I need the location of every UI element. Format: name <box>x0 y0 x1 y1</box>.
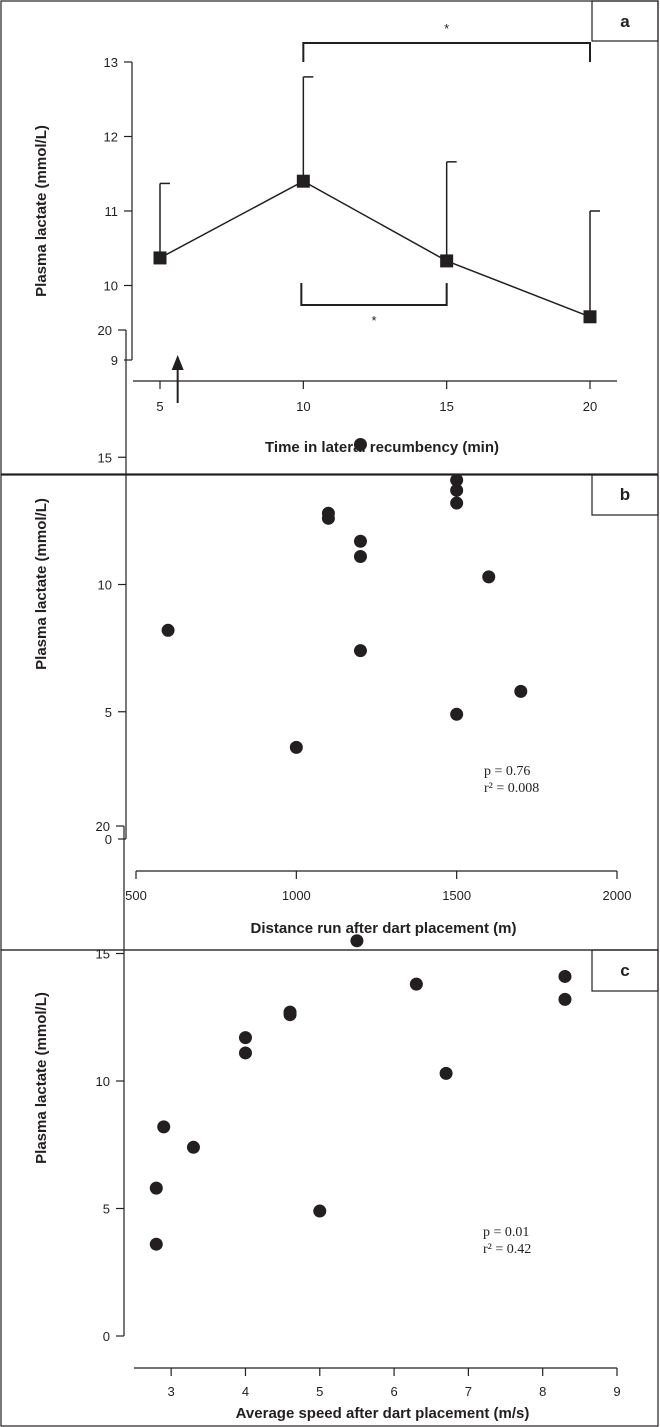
scatter-point <box>450 496 464 510</box>
scatter-point <box>161 623 175 637</box>
panel-letter-box <box>591 0 659 42</box>
scatter-point <box>439 1066 453 1080</box>
stat-p-value: p = 0.76 <box>484 764 530 779</box>
y-axis-title: Plasma lactate (mmol/L) <box>33 992 50 1164</box>
series-line <box>159 180 591 318</box>
data-point-marker <box>440 254 454 268</box>
scatter-point <box>238 1046 252 1060</box>
panel-a: a 9 10 11 12 13 5 10 15 20 Time in lateral recumbe… <box>0 0 659 475</box>
x-tick-label: 5 <box>156 399 163 414</box>
y-tick-label: 9 <box>111 353 118 368</box>
scatter-point <box>186 1140 200 1154</box>
data-point-marker <box>153 251 167 265</box>
stat-p-value: p = 0.01 <box>483 1225 529 1240</box>
panel-border <box>0 0 659 475</box>
x-tick-label: 9 <box>613 1384 620 1399</box>
scatter-point <box>558 969 572 983</box>
y-axis-title: Plasma lactate (mmol/L) <box>33 125 50 297</box>
x-axis-title: Time in lateral recumbency (min) <box>265 439 499 456</box>
scatter-point <box>514 684 528 698</box>
x-tick-label: 500 <box>125 888 147 903</box>
scatter-point <box>353 438 367 452</box>
x-tick-label: 20 <box>583 399 597 414</box>
y-tick-label: 10 <box>96 1074 110 1089</box>
panel-border <box>0 949 659 1427</box>
y-axis-title: Plasma lactate (mmol/L) <box>33 498 50 670</box>
y-tick-label: 0 <box>105 832 112 847</box>
y-tick-label: 11 <box>105 204 119 219</box>
x-axis-title: Distance run after dart placement (m) <box>251 920 517 937</box>
x-tick-label: 2000 <box>603 888 632 903</box>
y-tick-label: 5 <box>103 1202 110 1217</box>
scatter-point <box>313 1204 327 1218</box>
scatter-point <box>350 934 364 948</box>
x-tick-label: 6 <box>390 1384 397 1399</box>
scatter-point <box>482 570 496 584</box>
panel-letter-box <box>591 474 659 516</box>
y-tick-label: 15 <box>96 947 110 962</box>
significance-label: * <box>371 313 376 328</box>
stat-r-squared: r² = 0.42 <box>483 1242 531 1257</box>
scatter-point <box>558 992 572 1006</box>
stat-r-squared: r² = 0.008 <box>484 781 539 796</box>
scatter-point <box>283 1008 297 1022</box>
scatter-point <box>450 707 464 721</box>
panel-border <box>0 474 659 951</box>
y-tick-label: 5 <box>105 705 112 720</box>
scatter-point <box>409 977 423 991</box>
data-point-marker <box>583 310 597 324</box>
scatter-point <box>321 511 335 525</box>
y-tick-label: 12 <box>104 130 118 145</box>
panel-c: c 0 5 10 15 20 3 4 5 6 7 8 9 Average speed after dart… <box>0 819 659 1427</box>
significance-label: * <box>444 21 449 36</box>
x-tick-label: 8 <box>539 1384 546 1399</box>
scatter-point <box>353 534 367 548</box>
scatter-point <box>450 473 464 487</box>
x-tick-label: 1000 <box>282 888 311 903</box>
panel-letter: b <box>620 485 630 504</box>
y-tick-label: 0 <box>103 1329 110 1344</box>
significance-bracket-top <box>302 42 591 62</box>
y-tick-label: 10 <box>98 578 112 593</box>
y-tick-label: 15 <box>98 450 112 465</box>
scatter-point <box>289 740 303 754</box>
panel-letter: a <box>620 12 630 31</box>
x-tick-label: 10 <box>296 399 310 414</box>
scatter-point <box>149 1181 163 1195</box>
scatter-point <box>450 483 464 497</box>
y-tick-label: 20 <box>96 819 110 834</box>
x-tick-label: 5 <box>316 1384 323 1399</box>
arrow-head <box>171 355 184 370</box>
x-tick-label: 7 <box>465 1384 472 1399</box>
x-tick-label: 1500 <box>442 888 471 903</box>
panel-letter-box <box>591 949 659 992</box>
panel-b: b 0 5 10 15 20 500 1000 1500 2000 Distance run aft… <box>0 323 659 951</box>
x-tick-label: 15 <box>439 399 453 414</box>
scatter-point <box>353 550 367 564</box>
y-tick-label: 13 <box>104 55 118 70</box>
panel-letter: c <box>620 961 629 980</box>
x-tick-label: 3 <box>168 1384 175 1399</box>
x-tick-label: 4 <box>242 1384 249 1399</box>
x-axis-title: Average speed after dart placement (m/s) <box>236 1405 530 1422</box>
scatter-point <box>238 1031 252 1045</box>
y-tick-label: 10 <box>104 279 118 294</box>
scatter-point <box>353 644 367 658</box>
scatter-point <box>157 1120 171 1134</box>
data-point-marker <box>296 174 310 188</box>
significance-bracket-bottom <box>300 283 448 306</box>
y-tick-label: 20 <box>98 323 112 338</box>
scatter-point <box>149 1237 163 1251</box>
